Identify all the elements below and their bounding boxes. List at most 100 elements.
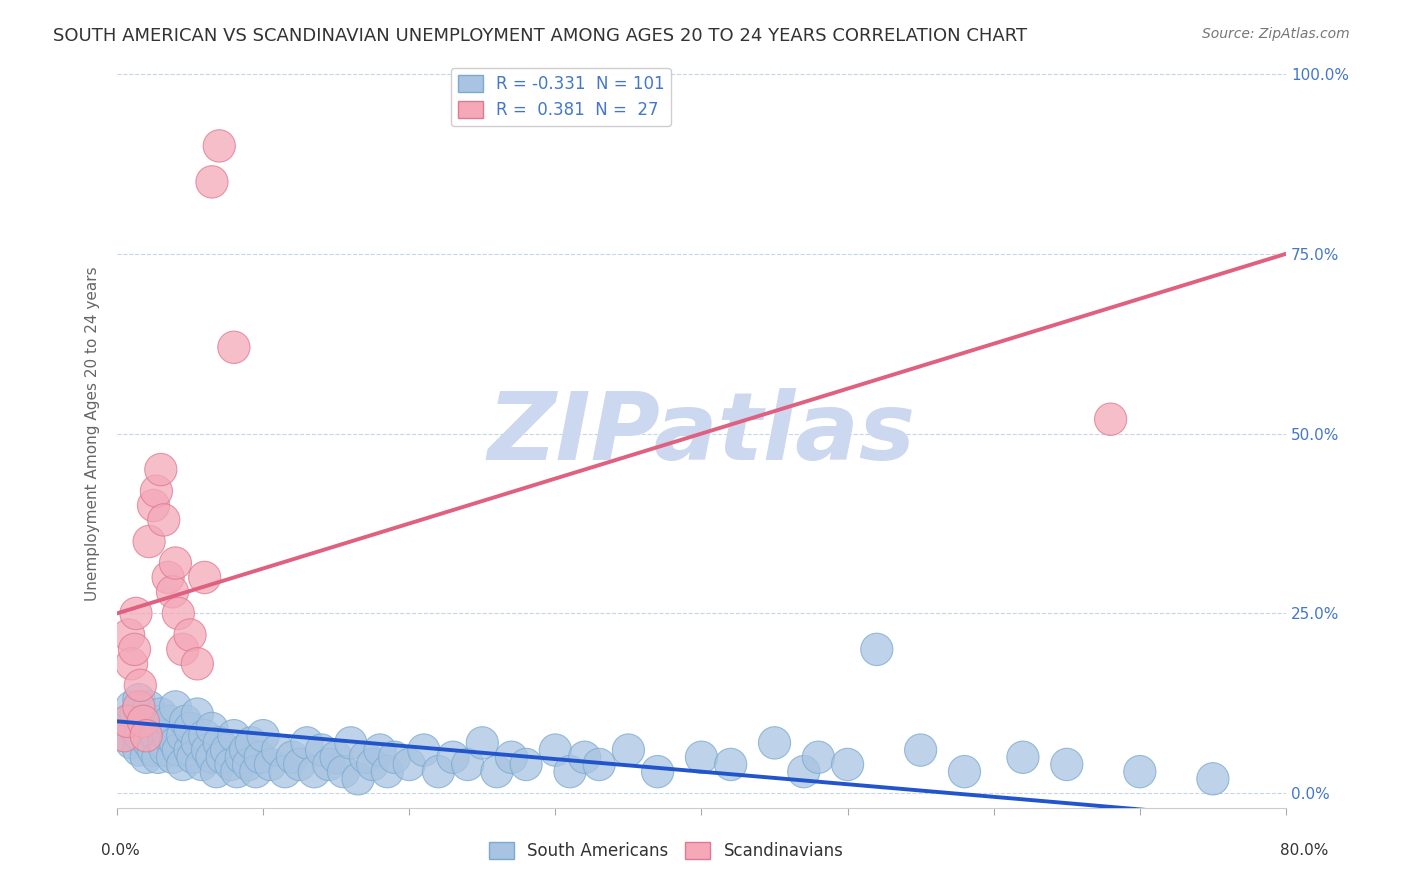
Ellipse shape (122, 734, 155, 766)
Ellipse shape (239, 756, 271, 788)
Ellipse shape (685, 741, 717, 773)
Legend: R = -0.331  N = 101, R =  0.381  N =  27: R = -0.331 N = 101, R = 0.381 N = 27 (451, 68, 671, 126)
Ellipse shape (177, 741, 209, 773)
Ellipse shape (122, 683, 155, 716)
Ellipse shape (112, 705, 145, 738)
Ellipse shape (118, 633, 150, 665)
Ellipse shape (148, 727, 180, 759)
Ellipse shape (1050, 748, 1083, 780)
Ellipse shape (495, 741, 527, 773)
Ellipse shape (211, 734, 243, 766)
Ellipse shape (127, 705, 159, 738)
Ellipse shape (451, 748, 484, 780)
Text: Source: ZipAtlas.com: Source: ZipAtlas.com (1202, 27, 1350, 41)
Ellipse shape (118, 713, 150, 745)
Ellipse shape (152, 561, 184, 594)
Ellipse shape (188, 720, 221, 752)
Ellipse shape (1094, 403, 1126, 435)
Ellipse shape (207, 741, 238, 773)
Ellipse shape (141, 720, 173, 752)
Ellipse shape (186, 748, 218, 780)
Ellipse shape (312, 748, 344, 780)
Ellipse shape (170, 705, 201, 738)
Ellipse shape (422, 756, 454, 788)
Ellipse shape (153, 705, 186, 738)
Ellipse shape (335, 727, 367, 759)
Ellipse shape (540, 734, 571, 766)
Ellipse shape (554, 756, 586, 788)
Ellipse shape (394, 748, 425, 780)
Ellipse shape (291, 727, 323, 759)
Ellipse shape (276, 741, 308, 773)
Ellipse shape (108, 720, 141, 752)
Text: SOUTH AMERICAN VS SCANDINAVIAN UNEMPLOYMENT AMONG AGES 20 TO 24 YEARS CORRELATIO: SOUTH AMERICAN VS SCANDINAVIAN UNEMPLOYM… (53, 27, 1028, 45)
Ellipse shape (321, 741, 353, 773)
Ellipse shape (204, 727, 235, 759)
Ellipse shape (787, 756, 820, 788)
Ellipse shape (269, 756, 301, 788)
Ellipse shape (138, 705, 170, 738)
Ellipse shape (714, 748, 747, 780)
Ellipse shape (298, 756, 330, 788)
Ellipse shape (181, 648, 214, 680)
Ellipse shape (904, 734, 936, 766)
Ellipse shape (138, 734, 170, 766)
Ellipse shape (204, 129, 235, 162)
Ellipse shape (437, 741, 470, 773)
Ellipse shape (949, 756, 980, 788)
Ellipse shape (124, 669, 156, 701)
Ellipse shape (357, 748, 388, 780)
Ellipse shape (641, 756, 673, 788)
Ellipse shape (134, 727, 165, 759)
Ellipse shape (758, 727, 790, 759)
Ellipse shape (108, 720, 141, 752)
Ellipse shape (174, 734, 207, 766)
Ellipse shape (200, 756, 232, 788)
Ellipse shape (191, 734, 224, 766)
Ellipse shape (131, 720, 162, 752)
Ellipse shape (142, 741, 174, 773)
Ellipse shape (195, 741, 228, 773)
Ellipse shape (131, 713, 162, 745)
Ellipse shape (803, 741, 834, 773)
Ellipse shape (247, 720, 280, 752)
Ellipse shape (229, 734, 262, 766)
Ellipse shape (134, 690, 165, 723)
Ellipse shape (120, 598, 152, 630)
Ellipse shape (305, 734, 337, 766)
Ellipse shape (1197, 763, 1229, 795)
Ellipse shape (215, 748, 247, 780)
Ellipse shape (235, 727, 267, 759)
Ellipse shape (156, 741, 188, 773)
Ellipse shape (167, 720, 198, 752)
Ellipse shape (112, 619, 145, 651)
Ellipse shape (162, 598, 194, 630)
Ellipse shape (195, 713, 228, 745)
Ellipse shape (152, 720, 184, 752)
Ellipse shape (115, 727, 148, 759)
Ellipse shape (156, 575, 188, 608)
Ellipse shape (510, 748, 543, 780)
Ellipse shape (149, 734, 181, 766)
Ellipse shape (141, 475, 173, 508)
Ellipse shape (254, 748, 287, 780)
Ellipse shape (378, 741, 411, 773)
Ellipse shape (159, 547, 191, 579)
Ellipse shape (481, 756, 513, 788)
Ellipse shape (1007, 741, 1039, 773)
Ellipse shape (145, 698, 177, 731)
Ellipse shape (162, 734, 194, 766)
Ellipse shape (174, 619, 207, 651)
Ellipse shape (408, 734, 440, 766)
Ellipse shape (221, 756, 253, 788)
Ellipse shape (145, 453, 177, 486)
Ellipse shape (831, 748, 863, 780)
Ellipse shape (127, 705, 159, 738)
Ellipse shape (218, 331, 250, 363)
Ellipse shape (1123, 756, 1156, 788)
Ellipse shape (159, 690, 191, 723)
Ellipse shape (467, 727, 498, 759)
Text: ZIPatlas: ZIPatlas (488, 388, 915, 480)
Ellipse shape (115, 690, 148, 723)
Ellipse shape (148, 504, 180, 536)
